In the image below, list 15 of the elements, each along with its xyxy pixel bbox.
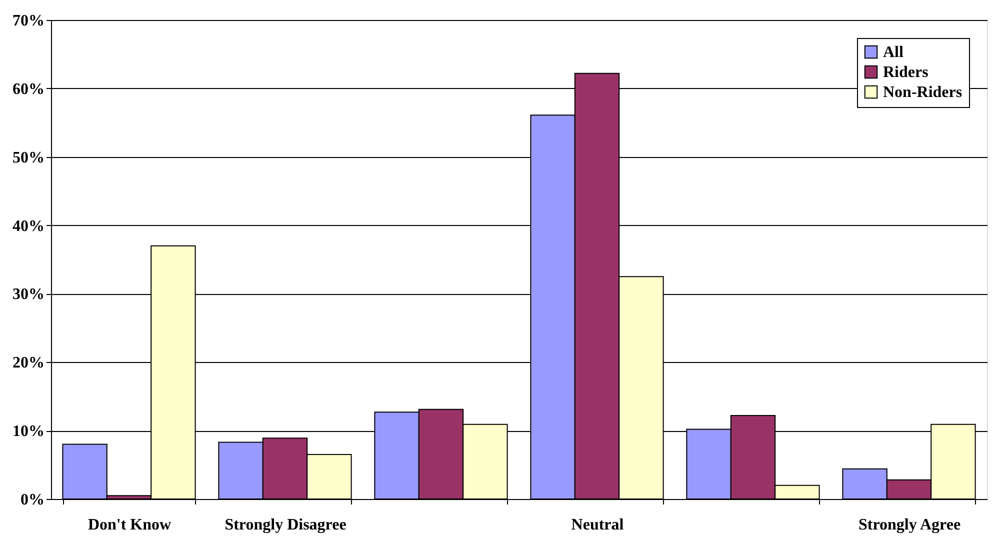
legend-label: Riders bbox=[883, 64, 928, 81]
y-tick-label: 70% bbox=[12, 12, 44, 30]
y-tick-label: 60% bbox=[12, 80, 44, 98]
y-tick-label: 10% bbox=[12, 423, 44, 440]
x-tick-label: Don't Know bbox=[88, 516, 172, 534]
legend-label: Non-Riders bbox=[883, 84, 962, 101]
y-tick-label: 30% bbox=[12, 286, 44, 304]
x-tick-label: Strongly Agree bbox=[858, 516, 961, 534]
y-tick-label: 20% bbox=[12, 354, 44, 372]
y-tick-label: 50% bbox=[12, 149, 44, 166]
legend-label: All bbox=[883, 44, 904, 61]
y-tick-label: 40% bbox=[12, 218, 44, 235]
y-tick-label: 0% bbox=[20, 492, 44, 508]
x-tick-label: Neutral bbox=[571, 516, 624, 534]
x-tick-label: Strongly Disagree bbox=[224, 516, 346, 534]
